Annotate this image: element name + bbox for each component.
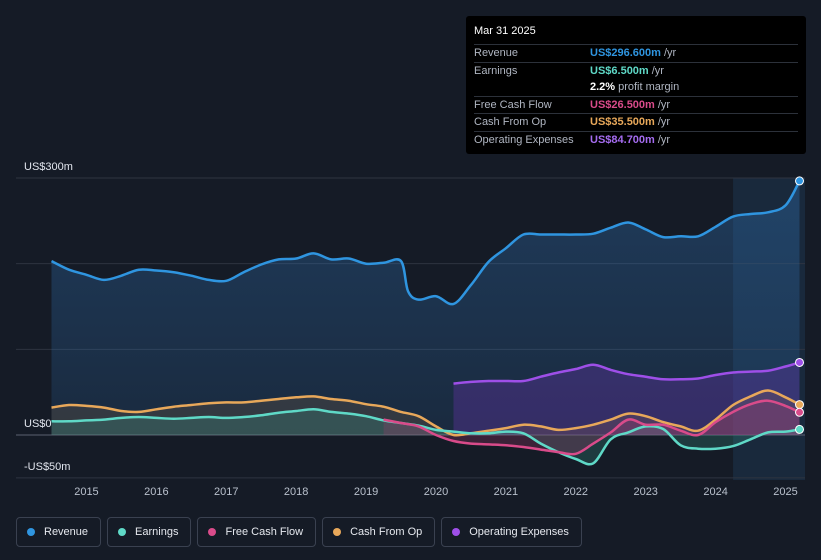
tooltip-row-margin: 2.2% profit margin (474, 79, 798, 96)
legend-item-revenue[interactable]: Revenue (16, 517, 102, 547)
x-tick-label: 2016 (144, 486, 168, 498)
earnings-endpoint (795, 424, 805, 434)
x-tick-label: 2024 (703, 486, 727, 498)
tooltip-value: US$6.500m (590, 64, 649, 77)
x-tick-label: 2023 (633, 486, 657, 498)
legend-dot-icon (333, 528, 342, 536)
legend: Revenue Earnings Free Cash Flow Cash Fro… (16, 517, 582, 547)
tooltip-label: Cash From Op (474, 116, 547, 129)
legend-label: Earnings (135, 526, 179, 538)
legend-item-free-cash-flow[interactable]: Free Cash Flow (197, 517, 317, 547)
tooltip-row-cfo: Cash From Op US$35.500m /yr (474, 113, 798, 131)
tooltip-date: Mar 31 2025 (474, 25, 536, 37)
cash-from-op-endpoint (795, 400, 805, 410)
cash-from-op-line (51, 389, 801, 437)
x-tick-label: 2021 (494, 486, 518, 498)
legend-item-cash-from-op[interactable]: Cash From Op (322, 517, 436, 547)
legend-dot-icon (208, 528, 217, 536)
earnings-area (51, 409, 800, 465)
tooltip-unit: profit margin (618, 81, 680, 94)
tooltip-value: US$84.700m (590, 133, 655, 146)
legend-label: Free Cash Flow (225, 526, 304, 538)
free-cash-flow-line (383, 399, 801, 456)
tooltip-unit: /yr (657, 116, 671, 129)
revenue-line (50, 180, 801, 306)
free-cash-flow-endpoint (795, 407, 805, 417)
tooltip-row-fcf: Free Cash Flow US$26.500m /yr (474, 95, 798, 114)
cash-from-op-area (51, 390, 800, 436)
y-label-bottom: -US$50m (24, 461, 70, 473)
tooltip-row-revenue: Revenue US$296.600m /yr (474, 44, 798, 62)
y-label-top: US$300m (24, 161, 73, 173)
tooltip-label: Revenue (474, 47, 519, 60)
y-label-zero: US$0 (24, 418, 52, 430)
tooltip-label: Free Cash Flow (474, 98, 552, 111)
x-tick-label: 2025 (773, 486, 797, 498)
x-tick-label: 2018 (284, 486, 308, 498)
earnings-line (51, 408, 800, 466)
tooltip-row-opex: Operating Expenses US$84.700m /yr (474, 130, 798, 149)
tooltip-unit: /yr (657, 133, 671, 146)
tooltip-value: US$296.600m (590, 47, 661, 60)
tooltip-label: Earnings (474, 64, 518, 77)
legend-item-earnings[interactable]: Earnings (107, 517, 192, 547)
free-cash-flow-area (383, 400, 800, 455)
legend-item-operating-expenses[interactable]: Operating Expenses (441, 517, 582, 547)
tooltip-label: Operating Expenses (474, 133, 574, 146)
x-tick-label: 2015 (74, 486, 98, 498)
legend-dot-icon (27, 528, 35, 536)
tooltip-value: 2.2% (590, 81, 616, 94)
tooltip: Mar 31 2025 Revenue US$296.600m /yr Earn… (466, 16, 806, 154)
legend-dot-icon (118, 528, 127, 536)
revenue-endpoint (795, 176, 805, 186)
legend-label: Cash From Op (350, 526, 423, 538)
x-tick-label: 2022 (564, 486, 588, 498)
tooltip-value: US$26.500m (590, 98, 655, 111)
legend-label: Revenue (44, 526, 89, 538)
tooltip-unit: /yr (663, 47, 677, 60)
tooltip-value: US$35.500m (590, 116, 655, 129)
legend-dot-icon (452, 528, 461, 536)
operating-expenses-line (453, 361, 800, 385)
legend-label: Operating Expenses (469, 526, 569, 538)
x-tick-label: 2019 (354, 486, 378, 498)
x-tick-label: 2020 (424, 486, 448, 498)
x-tick-label: 2017 (214, 486, 238, 498)
tooltip-row-earnings: Earnings US$6.500m /yr (474, 61, 798, 80)
operating-expenses-endpoint (795, 357, 805, 367)
operating-expenses-area (453, 362, 800, 435)
tooltip-unit: /yr (657, 98, 671, 111)
tooltip-unit: /yr (651, 64, 664, 77)
